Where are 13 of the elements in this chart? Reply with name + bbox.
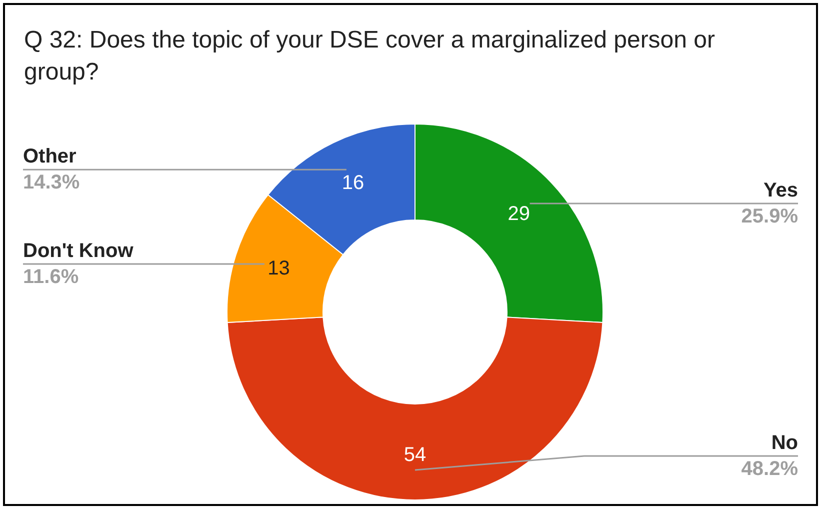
text: 14.3% [23,172,80,194]
chart-title: Q 32: Does the topic of your DSE cover a marginalized person or group? [24,26,722,86]
data-label: 13 [268,258,290,280]
slice-label: Yes [764,179,798,202]
slice-label: No [771,432,798,454]
data-label: 29 [508,202,530,225]
slice-label: Other [23,146,77,168]
text: 48.2% [741,458,798,480]
data-label: 16 [342,172,364,194]
data-label: 54 [404,444,426,466]
slice-label: Don't Know [23,240,134,262]
text: 25.9% [741,205,798,228]
text: 11.6% [23,266,79,288]
